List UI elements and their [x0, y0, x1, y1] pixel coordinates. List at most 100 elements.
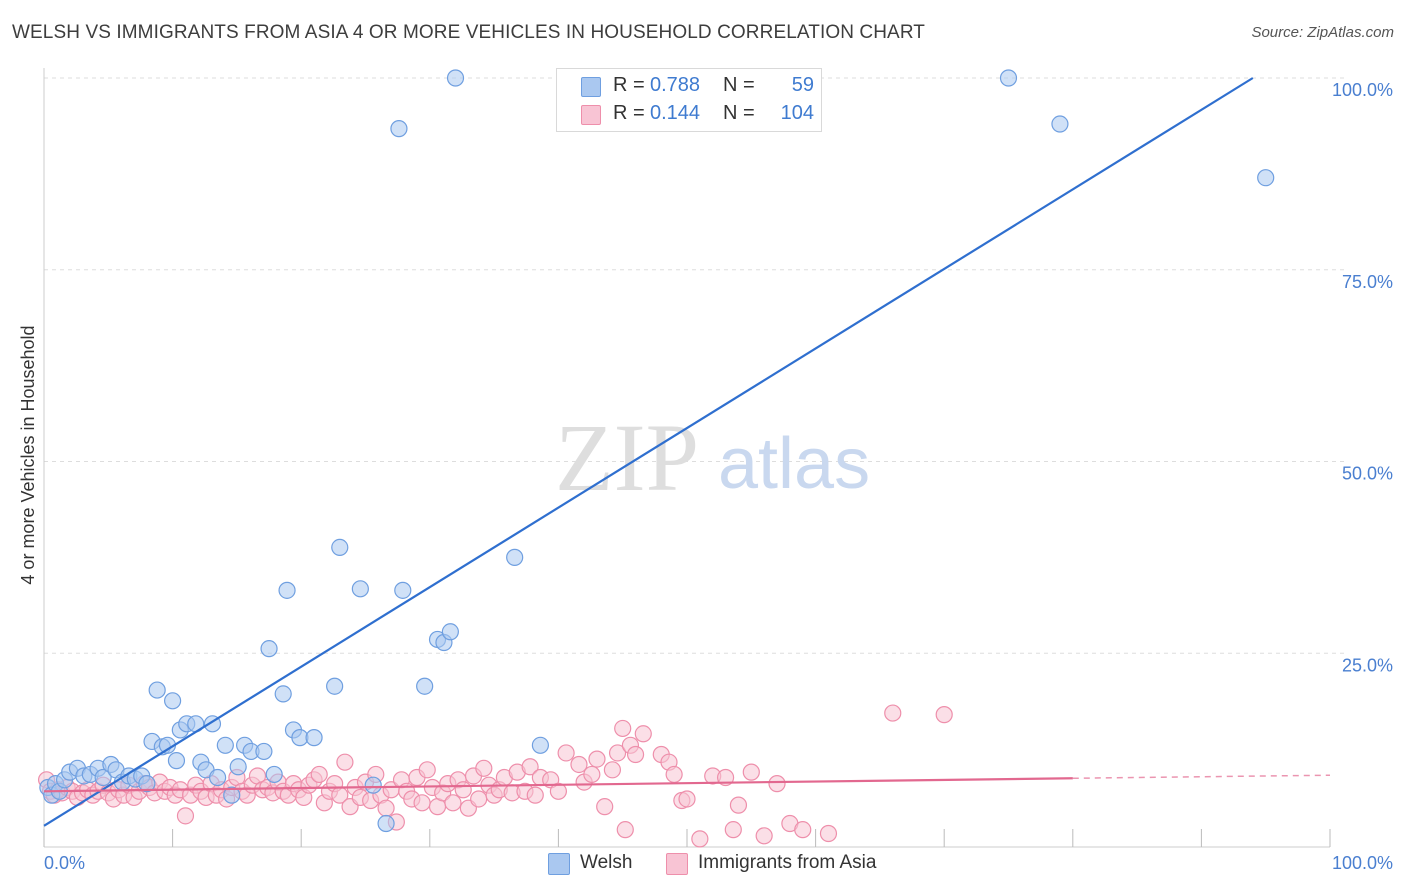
legend-n-label: N = — [723, 74, 755, 96]
asia-point — [742, 763, 760, 781]
asia-point — [596, 798, 614, 816]
asia-point — [377, 799, 395, 817]
legend-row-welsh: R = 0.788 N = 59 — [557, 74, 821, 100]
trend-lines — [43, 77, 1331, 827]
asia-point — [935, 706, 953, 724]
welsh-point — [138, 775, 156, 793]
welsh-point — [223, 786, 241, 804]
asia-point — [336, 753, 354, 771]
welsh-point — [260, 640, 278, 658]
trend-line-asia — [43, 777, 1073, 793]
legend-row-asia: R = 0.144 N = 104 — [557, 102, 821, 128]
x-axis-ticks: 0.0% 100.0% — [44, 853, 1393, 873]
asia-point — [729, 796, 748, 814]
trend-line-welsh — [43, 77, 1254, 827]
welsh-point — [164, 692, 182, 710]
asia-point — [634, 725, 652, 743]
welsh-point — [377, 814, 395, 833]
asia-point — [444, 794, 462, 812]
asia-point — [691, 830, 709, 848]
legend-n-value: 59 — [791, 74, 814, 96]
x-tick-label: 100.0% — [1332, 853, 1393, 873]
legend-r-label: R = — [613, 102, 645, 124]
asia-point — [616, 821, 634, 839]
legend-n-value: 104 — [780, 102, 814, 124]
welsh-point — [446, 69, 465, 87]
legend-box: R = 0.788 N = 59 R = 0.144 N = 104 — [556, 68, 822, 132]
welsh-point — [1051, 115, 1069, 133]
legend-r-value: 0.788 — [650, 74, 701, 96]
welsh-point — [394, 581, 412, 599]
watermark-atlas: atlas — [718, 424, 870, 504]
y-axis-label: 4 or more Vehicles in Household — [18, 325, 38, 584]
y-axis-ticks: 25.0% 50.0% 75.0% 100.0% — [1332, 80, 1393, 675]
welsh-point — [209, 768, 227, 787]
series-welsh-points — [39, 69, 1275, 833]
welsh-point — [416, 677, 434, 695]
bottom-legend-welsh: Welsh — [548, 852, 648, 876]
asia-point — [413, 794, 431, 812]
welsh-point — [305, 729, 323, 747]
bottom-legend-label-welsh: Welsh — [580, 852, 633, 873]
welsh-point — [216, 736, 234, 754]
asia-point — [454, 781, 472, 799]
chart-title: WELSH VS IMMIGRANTS FROM ASIA 4 OR MORE … — [12, 22, 926, 43]
bottom-legend-label-asia: Immigrants from Asia — [698, 852, 877, 873]
asia-point — [626, 745, 645, 764]
watermark-zip: ZIP — [555, 404, 699, 511]
welsh-point — [255, 742, 273, 761]
asia-point — [614, 719, 632, 738]
bottom-legend-swatch-welsh — [548, 853, 570, 875]
asia-point — [716, 768, 735, 787]
x-tick-label: 0.0% — [44, 853, 85, 873]
asia-point — [557, 744, 575, 762]
trend-line-asia-extension — [1072, 774, 1331, 780]
asia-point — [418, 761, 436, 779]
welsh-point — [274, 685, 292, 703]
asia-point — [176, 807, 195, 825]
legend-r-value: 0.144 — [650, 102, 701, 124]
asia-point — [794, 821, 812, 839]
welsh-point — [364, 776, 382, 794]
source-label: Source: ZipAtlas.com — [1251, 24, 1394, 41]
welsh-point — [531, 736, 549, 754]
welsh-point — [229, 758, 247, 776]
welsh-point — [999, 69, 1018, 87]
bottom-legend-swatch-asia — [666, 853, 688, 875]
asia-point — [521, 758, 539, 776]
asia-point — [724, 821, 742, 839]
welsh-point — [441, 623, 459, 641]
legend-n-label: N = — [723, 102, 755, 124]
asia-point — [678, 790, 696, 808]
legend-swatch-welsh — [581, 77, 601, 97]
welsh-point — [167, 752, 186, 770]
asia-point — [310, 765, 328, 784]
watermark: ZIP atlas — [555, 404, 870, 511]
welsh-point — [326, 677, 344, 695]
y-tick-label: 75.0% — [1342, 272, 1393, 292]
welsh-point — [148, 681, 166, 699]
welsh-point — [506, 548, 524, 566]
welsh-point — [331, 538, 349, 557]
y-tick-label: 25.0% — [1342, 655, 1393, 675]
asia-point — [755, 827, 773, 845]
welsh-point — [351, 580, 369, 598]
asia-point — [475, 759, 493, 777]
bottom-legend-asia: Immigrants from Asia — [666, 852, 906, 876]
welsh-point — [390, 120, 408, 138]
asia-point — [608, 744, 627, 762]
asia-point — [819, 824, 838, 843]
welsh-point — [94, 768, 112, 787]
asia-point — [603, 761, 622, 779]
asia-point — [588, 750, 606, 768]
welsh-point — [265, 765, 283, 784]
asia-point — [583, 765, 601, 784]
legend-swatch-asia — [581, 105, 601, 125]
asia-point — [665, 765, 683, 784]
y-tick-label: 50.0% — [1342, 464, 1393, 484]
asia-point — [570, 755, 588, 774]
welsh-point — [1257, 169, 1275, 187]
y-tick-label: 100.0% — [1332, 80, 1393, 100]
asia-point — [470, 790, 488, 808]
